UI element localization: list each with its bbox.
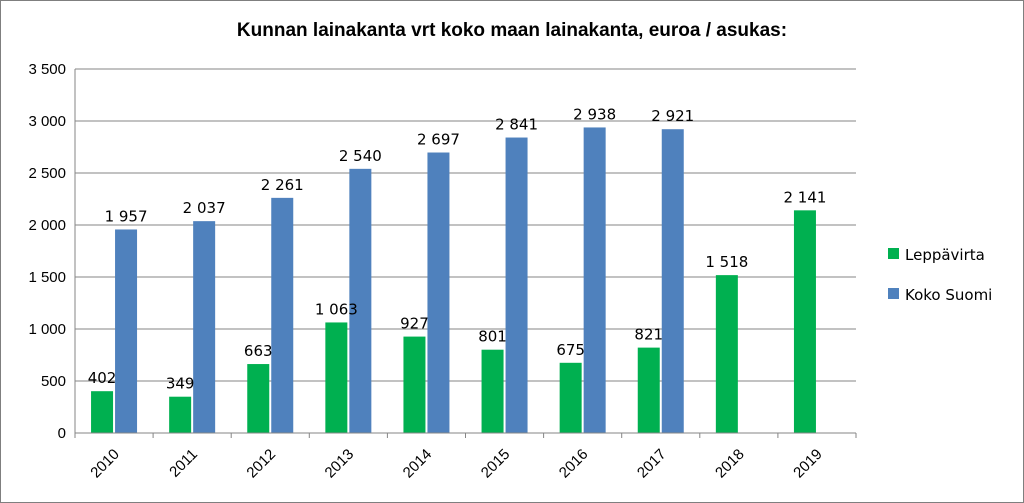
bar-leppavirta-2011 [169,396,192,433]
data-label: 675 [556,341,585,359]
x-tick-label: 2019 [790,446,826,482]
y-tick-label: 0 [58,425,66,442]
bar-leppavirta-2010 [91,391,114,433]
data-label: 2 540 [339,147,382,165]
legend-label-leppavirta: Leppävirta [905,246,985,264]
y-tick-label: 500 [41,373,66,390]
data-label: 2 841 [495,116,538,134]
y-tick-label: 1 000 [28,321,66,338]
y-tick-label: 3 500 [28,61,66,78]
data-label: 349 [166,375,195,393]
data-label: 927 [400,315,429,333]
data-label: 1 063 [315,300,358,318]
bar-leppavirta-2013 [325,322,348,433]
y-tick-label: 2 000 [28,217,66,234]
data-label: 2 697 [417,131,460,149]
data-label: 2 037 [183,199,226,217]
y-tick-label: 2 500 [28,165,66,182]
bar-leppavirta-2016 [559,362,582,433]
legend-swatch-koko-suomi [888,288,899,299]
bar-leppavirta-2018 [715,275,738,433]
x-tick-label: 2011 [166,446,201,481]
data-label: 801 [478,328,507,346]
bar-koko-suomi-2017 [661,129,684,433]
y-tick-label: 1 500 [28,269,66,286]
legend: Leppävirta Koko Suomi [888,246,992,304]
legend-swatch-leppavirta [888,248,899,259]
data-label: 1 957 [105,207,148,225]
x-tick-label: 2010 [87,446,123,482]
bar-koko-suomi-2013 [349,168,372,433]
x-tick-label: 2018 [712,446,748,482]
x-axis: 2010 2011 2012 2013 2014 2015 2016 2017 2018 2019 [74,432,857,482]
x-tick-label: 2015 [478,446,514,482]
bar-koko-suomi-2012 [271,197,294,433]
data-label: 821 [634,326,663,344]
bar-koko-suomi-2015 [505,137,528,433]
bar-koko-suomi-2014 [427,152,450,433]
chart-title: Kunnan lainakanta vrt koko maan lainakan… [237,20,787,41]
bars [91,127,816,433]
data-label: 402 [88,369,117,387]
data-label: 1 518 [705,253,748,271]
bar-koko-suomi-2010 [115,229,138,433]
x-tick-label: 2012 [243,446,279,482]
y-axis: 0 500 1 000 1 500 2 000 2 500 3 000 3 500 [28,61,76,442]
data-label: 2 921 [651,107,694,125]
data-label: 663 [244,342,273,360]
bar-leppavirta-2017 [637,347,660,433]
y-tick-label: 3 000 [28,113,66,130]
bar-koko-suomi-2016 [583,127,606,433]
bar-leppavirta-2015 [481,349,504,433]
bar-leppavirta-2012 [247,364,270,433]
legend-label-koko-suomi: Koko Suomi [905,286,992,304]
x-tick-label: 2014 [400,446,436,482]
bar-leppavirta-2014 [403,336,426,433]
x-tick-label: 2013 [322,446,358,482]
x-tick-label: 2016 [556,446,592,482]
data-labels: 402 349 663 1 063 927 801 675 821 1 518 2 141 1 95… [88,105,827,392]
bar-leppavirta-2019 [793,210,816,433]
data-label: 2 141 [783,188,826,206]
data-label: 2 261 [261,176,304,194]
data-label: 2 938 [573,105,616,123]
x-tick-label: 2017 [634,446,670,482]
bar-koko-suomi-2011 [193,221,216,433]
